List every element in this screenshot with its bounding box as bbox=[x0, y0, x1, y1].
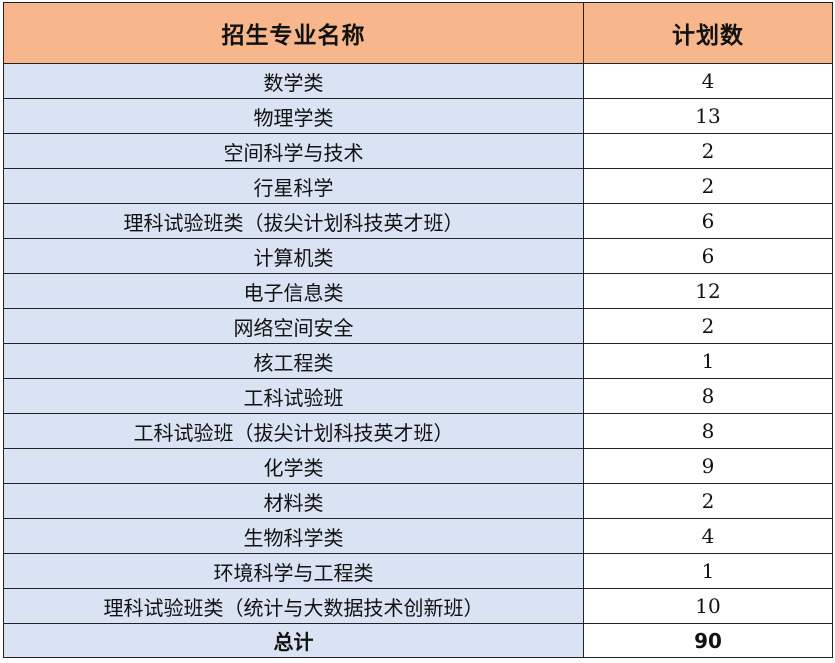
table-row: 生物科学类 4 bbox=[3, 518, 833, 554]
plan-count-cell: 2 bbox=[583, 133, 833, 169]
total-label: 总计 bbox=[3, 623, 584, 658]
major-name-cell: 化学类 bbox=[3, 448, 584, 484]
table-row: 环境科学与工程类 1 bbox=[3, 553, 833, 589]
plan-count-cell: 12 bbox=[583, 273, 833, 309]
major-name-cell: 网络空间安全 bbox=[3, 308, 584, 344]
major-name-cell: 理科试验班类（统计与大数据技术创新班） bbox=[3, 588, 584, 624]
table-row: 计算机类 6 bbox=[3, 238, 833, 274]
plan-count-cell: 8 bbox=[583, 378, 833, 414]
header-row: 招生专业名称 计划数 bbox=[3, 2, 833, 64]
plan-count-cell: 4 bbox=[583, 518, 833, 554]
major-name-cell: 空间科学与技术 bbox=[3, 133, 584, 169]
table-row: 工科试验班（拔尖计划科技英才班） 8 bbox=[3, 413, 833, 449]
major-name-cell: 电子信息类 bbox=[3, 273, 584, 309]
plan-count-cell: 2 bbox=[583, 168, 833, 204]
plan-count-cell: 1 bbox=[583, 553, 833, 589]
enrollment-plan-table: 招生专业名称 计划数 数学类 4 物理学类 13 空间科学与技术 2 行星科学 … bbox=[3, 2, 833, 658]
major-name-cell: 数学类 bbox=[3, 63, 584, 99]
major-name-cell: 理科试验班类（拔尖计划科技英才班） bbox=[3, 203, 584, 239]
plan-count-cell: 6 bbox=[583, 238, 833, 274]
header-major-name: 招生专业名称 bbox=[3, 2, 584, 64]
major-name-cell: 工科试验班 bbox=[3, 378, 584, 414]
table-row: 物理学类 13 bbox=[3, 98, 833, 134]
table-row: 化学类 9 bbox=[3, 448, 833, 484]
major-name-cell: 计算机类 bbox=[3, 238, 584, 274]
table-row: 理科试验班类（统计与大数据技术创新班） 10 bbox=[3, 588, 833, 624]
total-count: 90 bbox=[583, 623, 833, 658]
plan-count-cell: 6 bbox=[583, 203, 833, 239]
header-plan-count: 计划数 bbox=[583, 2, 833, 64]
table-footer: 总计 90 bbox=[3, 623, 833, 658]
major-name-cell: 环境科学与工程类 bbox=[3, 553, 584, 589]
table-row: 材料类 2 bbox=[3, 483, 833, 519]
major-name-cell: 材料类 bbox=[3, 483, 584, 519]
plan-count-cell: 4 bbox=[583, 63, 833, 99]
major-name-cell: 核工程类 bbox=[3, 343, 584, 379]
plan-count-cell: 8 bbox=[583, 413, 833, 449]
table-row: 网络空间安全 2 bbox=[3, 308, 833, 344]
table-row: 空间科学与技术 2 bbox=[3, 133, 833, 169]
table-row: 工科试验班 8 bbox=[3, 378, 833, 414]
plan-count-cell: 10 bbox=[583, 588, 833, 624]
total-row: 总计 90 bbox=[3, 623, 833, 658]
plan-count-cell: 9 bbox=[583, 448, 833, 484]
major-name-cell: 生物科学类 bbox=[3, 518, 584, 554]
table-row: 理科试验班类（拔尖计划科技英才班） 6 bbox=[3, 203, 833, 239]
plan-count-cell: 13 bbox=[583, 98, 833, 134]
plan-count-cell: 2 bbox=[583, 483, 833, 519]
table-row: 数学类 4 bbox=[3, 63, 833, 99]
table-row: 核工程类 1 bbox=[3, 343, 833, 379]
table-body: 数学类 4 物理学类 13 空间科学与技术 2 行星科学 2 理科试验班类（拔尖… bbox=[3, 63, 833, 624]
table-header: 招生专业名称 计划数 bbox=[3, 2, 833, 64]
plan-count-cell: 2 bbox=[583, 308, 833, 344]
major-name-cell: 物理学类 bbox=[3, 98, 584, 134]
major-name-cell: 工科试验班（拔尖计划科技英才班） bbox=[3, 413, 584, 449]
plan-count-cell: 1 bbox=[583, 343, 833, 379]
major-name-cell: 行星科学 bbox=[3, 168, 584, 204]
table-row: 电子信息类 12 bbox=[3, 273, 833, 309]
table-row: 行星科学 2 bbox=[3, 168, 833, 204]
